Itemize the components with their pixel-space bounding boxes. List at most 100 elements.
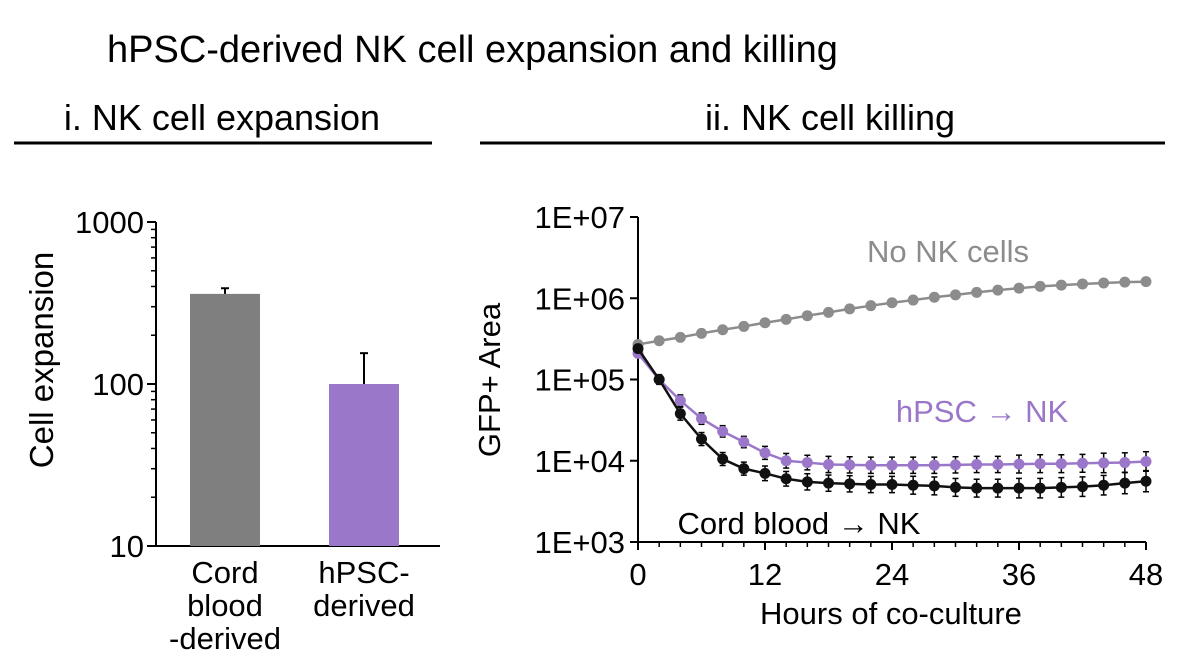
series-1 [632,347,1152,475]
line-x-tick-label: 24 [875,557,909,592]
series-point [1077,481,1088,493]
series-point [717,453,729,465]
series-point [653,374,665,385]
series-point [674,331,686,343]
series-point [653,335,665,347]
panel-ii-killing: ii. NK cell killing GFP+ Area Hours of c… [472,97,1165,631]
series-point [886,479,898,491]
series-point [823,477,834,489]
series-point [1055,481,1067,493]
series-2 [632,343,1152,499]
series-0 [632,276,1152,350]
series-point [971,286,983,298]
legend-label-no-nk: No NK cells [867,234,1029,269]
series-point [674,395,686,407]
series-point [907,459,919,471]
series-point [780,473,792,485]
series-point [1098,277,1110,289]
series-point [1013,458,1025,470]
bar-category-label: derived [313,588,415,623]
series-point [950,481,961,493]
series-point [738,320,750,332]
series-point [1119,457,1131,469]
series-point [759,447,771,459]
series-point [1013,282,1025,294]
panel-ii-title: ii. NK cell killing [705,97,955,138]
series-point [780,313,792,325]
series-point [1034,280,1046,292]
line-x-tick-label: 48 [1129,557,1163,592]
bar-category-label: hPSC- [318,555,409,590]
line-y-tick-label: 1E+05 [534,363,625,398]
series-point [907,294,919,306]
series-point [1034,482,1046,494]
panel-ii-x-label: Hours of co-culture [760,596,1022,631]
line-x-tick-label: 0 [629,557,646,592]
bar-category-label: Cord [191,555,258,590]
series-point [928,459,940,471]
line-plot-area: 1E+07 1E+06 1E+05 1E+04 1E+030 12 24 36 48 [534,200,1163,592]
panel-ii-y-label: GFP+ Area [472,302,507,457]
series-line [637,280,1147,346]
line-x-tick-label: 12 [748,557,782,592]
series-point [1034,458,1046,470]
series-point [1098,457,1110,469]
series-point [1119,276,1131,288]
series-point [928,291,940,303]
series-point [696,413,707,425]
series-point [1055,279,1067,291]
series-point [759,467,771,479]
series-point [1140,475,1152,487]
series-point [738,463,750,475]
panel-i-expansion: i. NK cell expansion Cell expansion 1000… [14,97,440,656]
series-point [1055,458,1067,470]
series-point [823,458,834,470]
line-y-tick-label: 1E+04 [534,444,625,479]
series-point [823,306,834,318]
line-y-tick-label: 1E+03 [534,525,625,560]
series-point [759,317,771,329]
series-point [865,479,877,491]
bar-category-label: -derived [169,621,281,656]
series-point [696,433,707,445]
series-point [844,459,856,471]
series-point [674,408,686,420]
series-point [1119,477,1131,489]
series-point [717,324,729,336]
series-point [886,459,898,471]
series-point [928,480,940,492]
series-point [696,327,707,339]
series-point [865,300,877,312]
series-point [1098,479,1110,491]
series-point [865,459,877,471]
series-point [992,482,1004,494]
series-point [1077,278,1088,290]
series-line [637,352,1147,467]
series-point [992,458,1004,470]
bar-category-label: blood [187,588,263,623]
series-point [1140,455,1152,467]
series-point [632,343,644,355]
figure-title: hPSC-derived NK cell expansion and killi… [107,29,838,71]
legend-label-hpsc-nk: hPSC → NK [896,394,1069,429]
line-y-tick-label: 1E+06 [534,281,625,316]
series-point [1140,276,1152,288]
line-x-tick-label: 36 [1002,557,1036,592]
panel-i-y-label: Cell expansion [23,252,60,468]
series-point [717,425,729,437]
series-point [844,303,856,315]
series-point [801,476,813,488]
line-y-tick-label: 1E+07 [534,200,625,235]
bar-y-tick-label: 1000 [75,205,144,240]
series-point [971,458,983,470]
series-point [886,297,898,309]
series-point [844,478,856,490]
bar [329,384,399,546]
series-point [1077,457,1088,469]
legend-label-cord-blood-nk: Cord blood → NK [678,506,921,541]
series-point [780,455,792,467]
series-point [971,482,983,494]
bar [190,293,260,546]
